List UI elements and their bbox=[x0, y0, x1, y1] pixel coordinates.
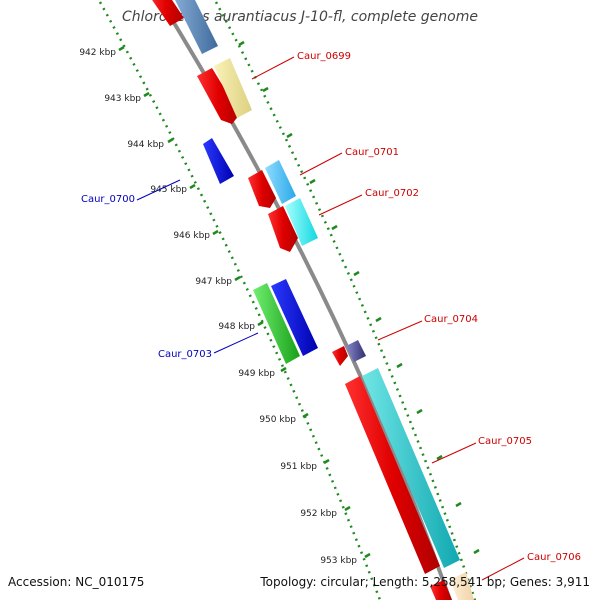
gene-arrow[interactable] bbox=[265, 160, 296, 204]
gene-arrow[interactable] bbox=[430, 580, 452, 600]
tick-label: 948 kbp bbox=[218, 322, 255, 332]
gene-arrow[interactable] bbox=[148, 0, 184, 26]
gene-label-caur-0705[interactable]: Caur_0705 bbox=[478, 436, 532, 447]
tick-label: 950 kbp bbox=[259, 415, 296, 425]
gene-arrow[interactable] bbox=[197, 68, 240, 124]
tick-label: 953 kbp bbox=[320, 556, 357, 566]
tick-labels: 942 kbp 943 kbp 944 kbp 945 kbp 946 kbp … bbox=[79, 48, 357, 566]
tick-label: 942 kbp bbox=[79, 48, 116, 58]
label-leaders bbox=[136, 56, 525, 581]
tick-label: 952 kbp bbox=[300, 509, 337, 519]
gene-arrow[interactable] bbox=[271, 279, 318, 356]
gene-label-caur-0700[interactable]: Caur_0700 bbox=[81, 194, 135, 205]
gene-arrow[interactable] bbox=[345, 376, 440, 574]
inner-tick-marks bbox=[118, 45, 371, 559]
gene-arrow[interactable] bbox=[203, 138, 234, 184]
gene-arrow[interactable] bbox=[214, 58, 252, 118]
gene-label-caur-0702[interactable]: Caur_0702 bbox=[365, 188, 419, 199]
map-title: Chloroflexus aurantiacus J-10-fl, comple… bbox=[122, 9, 478, 25]
gene-arrow[interactable] bbox=[253, 283, 300, 364]
tick-label: 951 kbp bbox=[280, 462, 317, 472]
tick-label: 949 kbp bbox=[238, 369, 275, 379]
accession-text: Accession: NC_010175 bbox=[8, 575, 145, 589]
tick-label: 946 kbp bbox=[173, 231, 210, 241]
gene-arrow[interactable] bbox=[346, 340, 366, 362]
tick-label: 943 kbp bbox=[104, 94, 141, 104]
gene-label-caur-0699[interactable]: Caur_0699 bbox=[297, 51, 351, 62]
gene-arrow[interactable] bbox=[248, 170, 276, 208]
gene-features bbox=[148, 0, 474, 600]
gene-label-caur-0703[interactable]: Caur_0703 bbox=[158, 349, 212, 360]
gene-labels: Caur_0699 Caur_0700 Caur_0701 Caur_0702 … bbox=[81, 51, 581, 563]
gene-label-caur-0706[interactable]: Caur_0706 bbox=[527, 552, 581, 563]
gene-label-caur-0701[interactable]: Caur_0701 bbox=[345, 147, 399, 158]
gene-arrow[interactable] bbox=[172, 0, 218, 54]
genome-summary-text: Topology: circular; Length: 5,258,541 bp… bbox=[260, 575, 590, 589]
gene-arrow[interactable] bbox=[332, 346, 348, 366]
gene-arrow[interactable] bbox=[285, 198, 318, 246]
tick-label: 947 kbp bbox=[195, 277, 232, 287]
gene-arrow[interactable] bbox=[268, 206, 298, 252]
outer-tick-marks bbox=[238, 40, 480, 555]
tick-label: 944 kbp bbox=[127, 140, 164, 150]
tick-label: 945 kbp bbox=[150, 185, 187, 195]
gene-label-caur-0704[interactable]: Caur_0704 bbox=[424, 314, 478, 325]
gene-arrow[interactable] bbox=[450, 572, 474, 600]
gene-arrow[interactable] bbox=[362, 368, 460, 568]
